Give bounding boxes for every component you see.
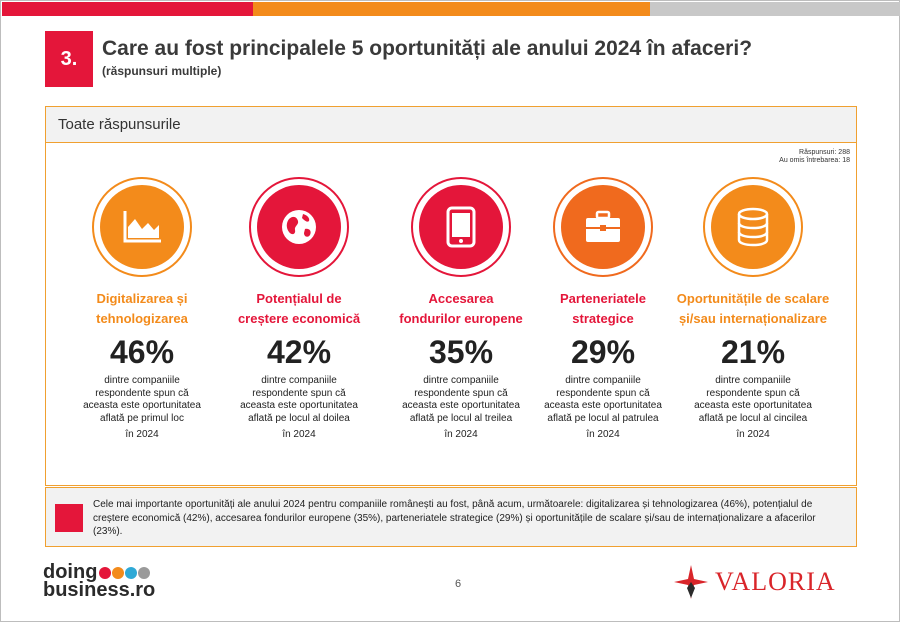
globe-icon — [257, 185, 341, 269]
top-bar-red — [2, 2, 253, 16]
icon-ring — [703, 177, 803, 277]
card-label: Oportunitățile de scalare și/sau internaț… — [676, 291, 830, 326]
page-subtitle: (răspunsuri multiple) — [102, 64, 222, 78]
card-label: Potențialul de creștere economică — [237, 291, 361, 326]
page-number: 6 — [455, 578, 462, 590]
skipped-count: Au omis întrebarea: 18 — [779, 157, 850, 164]
opportunity-card-3: Accesarea fondurilor europene 35% dintre … — [386, 177, 536, 440]
card-year: în 2024 — [282, 429, 316, 440]
card-label: Parteneriatele strategice — [560, 291, 646, 326]
card-description: dintre companiile respondente spun că acea… — [402, 375, 520, 424]
card-percentage: 35% — [428, 334, 494, 370]
summary-text: Cele mai importante oportunități ale anu… — [93, 499, 816, 537]
card-year: în 2024 — [736, 429, 770, 440]
card-description: dintre companiile respondente spun că acea… — [694, 375, 812, 424]
logo-dots — [99, 566, 151, 579]
card-percentage: 29% — [570, 334, 636, 370]
panel-heading: Toate răspunsurile — [46, 107, 856, 143]
results-panel: Toate răspunsurile Răspunsuri: 288 Au om… — [45, 106, 857, 486]
icon-ring — [249, 177, 349, 277]
summary-note: Cele mai importante oportunități ale anu… — [45, 487, 857, 547]
card-description: dintre companiile respondente spun că acea… — [240, 375, 358, 424]
card-percentage: 46% — [109, 334, 175, 370]
valoria-logo: VALORIA — [673, 564, 836, 600]
opportunity-card-4: Parteneriatele strategice 29% dintre comp… — [528, 177, 678, 440]
icon-ring — [553, 177, 653, 277]
response-stats: Răspunsuri: 288 Au omis întrebarea: 18 — [779, 149, 850, 165]
icon-ring — [92, 177, 192, 277]
area-chart-icon — [100, 185, 184, 269]
card-label: Accesarea fondurilor europene — [399, 291, 523, 326]
page-title: Care au fost principalele 5 oportunități… — [102, 37, 753, 60]
card-description: dintre companiile respondente spun că acea… — [544, 375, 662, 424]
note-square-icon — [55, 504, 83, 532]
briefcase-icon — [561, 185, 645, 269]
top-color-bar — [2, 2, 900, 16]
top-bar-gray — [650, 2, 900, 16]
icon-ring — [411, 177, 511, 277]
card-description: dintre companiile respondente spun că acea… — [83, 375, 201, 424]
doingbusiness-logo: doing business.ro — [43, 561, 156, 601]
card-percentage: 21% — [720, 334, 786, 370]
card-percentage: 42% — [266, 334, 332, 370]
valoria-star-icon — [674, 565, 708, 599]
card-year: în 2024 — [586, 429, 620, 440]
responses-count: Răspunsuri: 288 — [799, 149, 850, 156]
opportunity-card-5: Oportunitățile de scalare și/sau internaț… — [668, 177, 838, 440]
question-number: 3. — [45, 31, 93, 87]
database-icon — [711, 185, 795, 269]
opportunity-card-2: Potențialul de creștere economică 42% din… — [224, 177, 374, 440]
card-year: în 2024 — [125, 429, 159, 440]
card-label: Digitalizarea și tehnologizarea — [96, 291, 188, 326]
card-year: în 2024 — [444, 429, 478, 440]
tablet-icon — [419, 185, 503, 269]
top-bar-orange — [253, 2, 650, 16]
opportunity-card-1: Digitalizarea și tehnologizarea 46% dintr… — [67, 177, 217, 440]
